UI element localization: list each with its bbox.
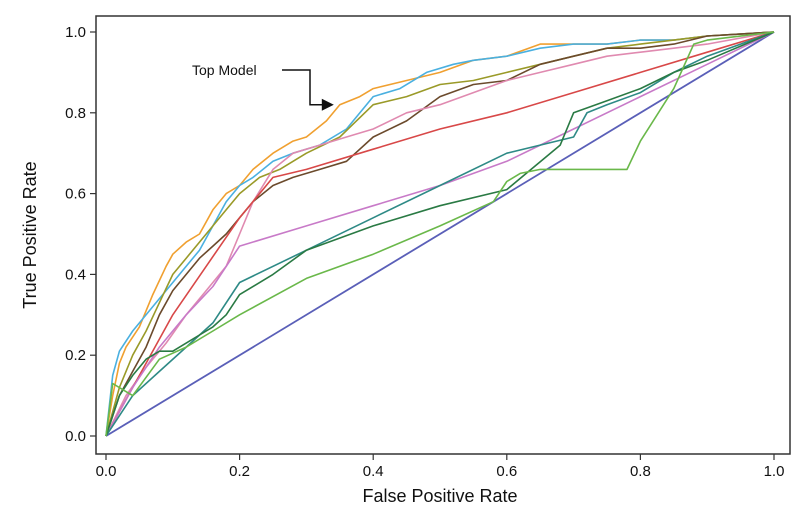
axes-layer: 0.0 0.2 0.4 0.6 0.8 1.0 0.0 0.2 0.4 0.6 0.8 1.0	[65, 24, 784, 480]
x-tick-label: 0.4	[363, 463, 384, 480]
x-tick-label: 0.0	[96, 463, 117, 480]
series-line-model-dark-brown	[105, 31, 775, 437]
y-tick-label: 0.8	[65, 105, 86, 122]
y-tick-label: 0.2	[65, 347, 86, 364]
x-tick-label: 0.2	[229, 463, 250, 480]
plot-frame	[95, 15, 791, 455]
series-line-model-red	[105, 31, 775, 437]
y-tick-label: 0.4	[65, 266, 86, 283]
x-tick-label: 1.0	[764, 463, 785, 480]
series-line-model-dark-green	[105, 31, 775, 437]
series-line-model-light-green	[105, 31, 775, 437]
series-layer	[105, 31, 775, 437]
x-tick-label: 0.6	[496, 463, 517, 480]
y-axis-title: True Positive Rate	[20, 161, 40, 308]
y-tick-label: 1.0	[65, 24, 86, 41]
series-line-model-violet	[105, 31, 775, 437]
y-tick-label: 0.6	[65, 186, 86, 203]
series-line-chance-line	[105, 31, 775, 437]
annotation-arrow-line	[282, 69, 324, 106]
annotation-label: Top Model	[192, 62, 257, 78]
x-axis-title: False Positive Rate	[362, 486, 517, 506]
annotation-arrow-head	[321, 98, 334, 111]
x-tick-label: 0.8	[630, 463, 651, 480]
top-model-annotation: Top Model	[192, 62, 334, 111]
series-line-model-teal	[105, 31, 775, 437]
y-tick-label: 0.0	[65, 428, 86, 445]
